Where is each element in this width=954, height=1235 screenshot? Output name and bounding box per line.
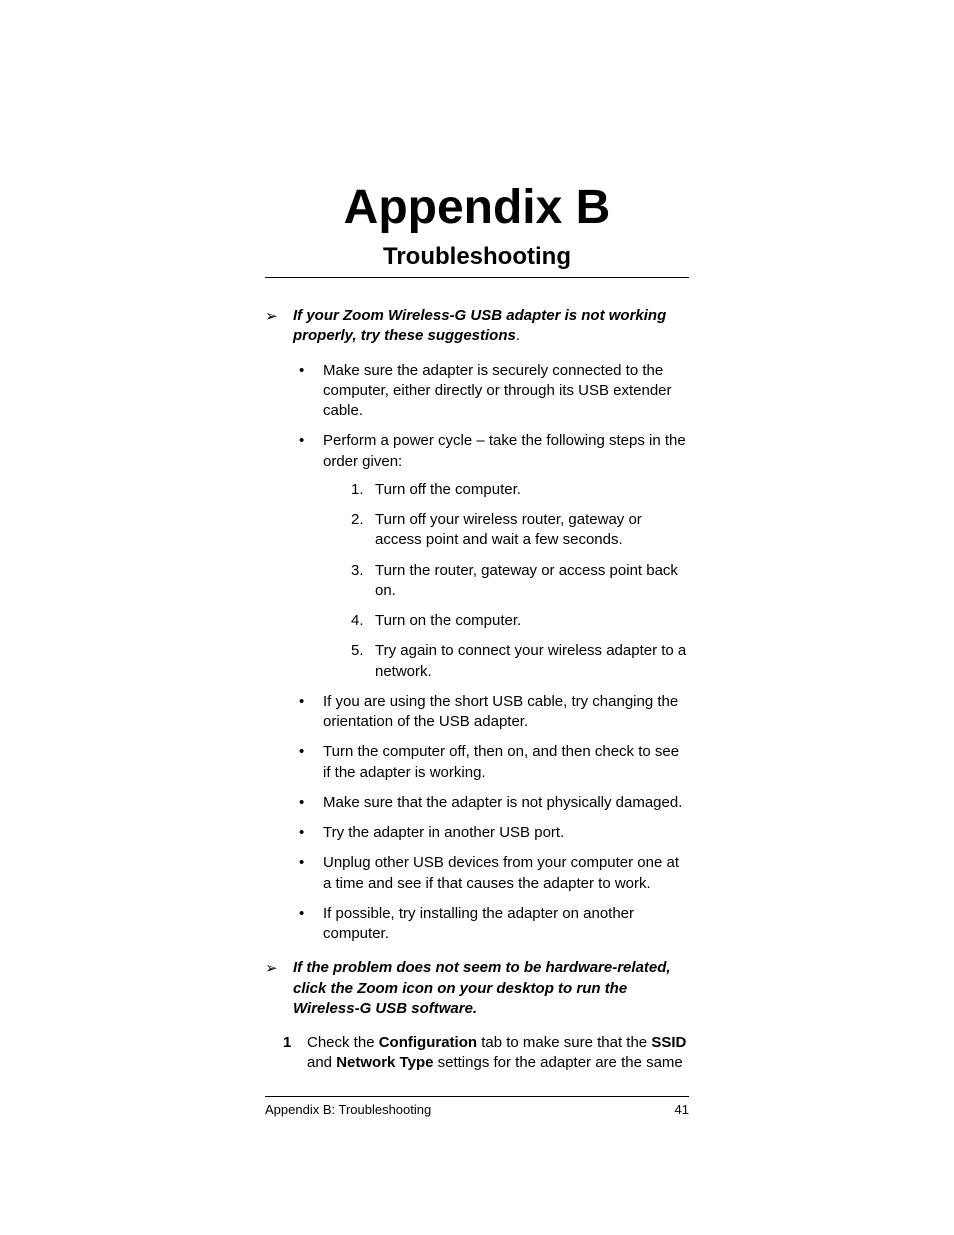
bullet-item: If you are using the short USB cable, tr… — [293, 692, 689, 733]
bold-term: Configuration — [379, 1034, 477, 1051]
text-fragment: settings for the adapter are the same — [433, 1054, 682, 1071]
bullet-item: Unplug other USB devices from your compu… — [293, 853, 689, 894]
bullet-text: Perform a power cycle – take the followi… — [323, 432, 686, 469]
bullet-item: Make sure that the adapter is not physic… — [293, 793, 689, 813]
text-fragment: and — [307, 1054, 336, 1071]
section-2-heading-text: If the problem does not seem to be hardw… — [293, 958, 689, 1019]
section-1-heading-main: If your Zoom Wireless-G USB adapter is n… — [293, 307, 666, 344]
section-1-heading: ➢ If your Zoom Wireless-G USB adapter is… — [265, 306, 689, 347]
power-cycle-steps: Turn off the computer. Turn off your wir… — [323, 480, 689, 682]
bold-term: Network Type — [336, 1054, 433, 1071]
step-item: Turn on the computer. — [351, 611, 689, 631]
text-fragment: tab to make sure that the — [477, 1034, 651, 1051]
footer-page-number: 41 — [675, 1102, 689, 1117]
bullet-item: Perform a power cycle – take the followi… — [293, 431, 689, 682]
section-1-heading-text: If your Zoom Wireless-G USB adapter is n… — [293, 306, 689, 347]
step-item: Turn the router, gateway or access point… — [351, 561, 689, 602]
page-subtitle: Troubleshooting — [265, 243, 689, 271]
text-fragment: Check the — [307, 1034, 379, 1051]
step-item: Turn off the computer. — [351, 480, 689, 500]
page: Appendix B Troubleshooting ➢ If your Zoo… — [0, 0, 954, 1235]
section-2-item-1-text: Check the Configuration tab to make sure… — [307, 1033, 689, 1074]
arrow-icon: ➢ — [265, 306, 293, 347]
section-1-heading-period: . — [516, 327, 520, 344]
title-rule — [265, 277, 689, 278]
footer-left: Appendix B: Troubleshooting — [265, 1102, 431, 1117]
bold-number-icon: 1 — [283, 1033, 307, 1074]
section-2-heading: ➢ If the problem does not seem to be har… — [265, 958, 689, 1019]
step-item: Try again to connect your wireless adapt… — [351, 641, 689, 682]
bullet-item: Turn the computer off, then on, and then… — [293, 742, 689, 783]
section-2-item-1: 1 Check the Configuration tab to make su… — [283, 1033, 689, 1074]
section-1-bullets: Make sure the adapter is securely connec… — [265, 361, 689, 945]
arrow-icon: ➢ — [265, 958, 293, 1019]
bullet-item: If possible, try installing the adapter … — [293, 904, 689, 945]
step-item: Turn off your wireless router, gateway o… — [351, 510, 689, 551]
bullet-item: Try the adapter in another USB port. — [293, 823, 689, 843]
bullet-item: Make sure the adapter is securely connec… — [293, 361, 689, 422]
footer-rule — [265, 1096, 689, 1097]
bold-term: SSID — [651, 1034, 686, 1051]
footer-row: Appendix B: Troubleshooting 41 — [265, 1102, 689, 1117]
page-footer: Appendix B: Troubleshooting 41 — [265, 1096, 689, 1117]
page-title: Appendix B — [265, 180, 689, 235]
